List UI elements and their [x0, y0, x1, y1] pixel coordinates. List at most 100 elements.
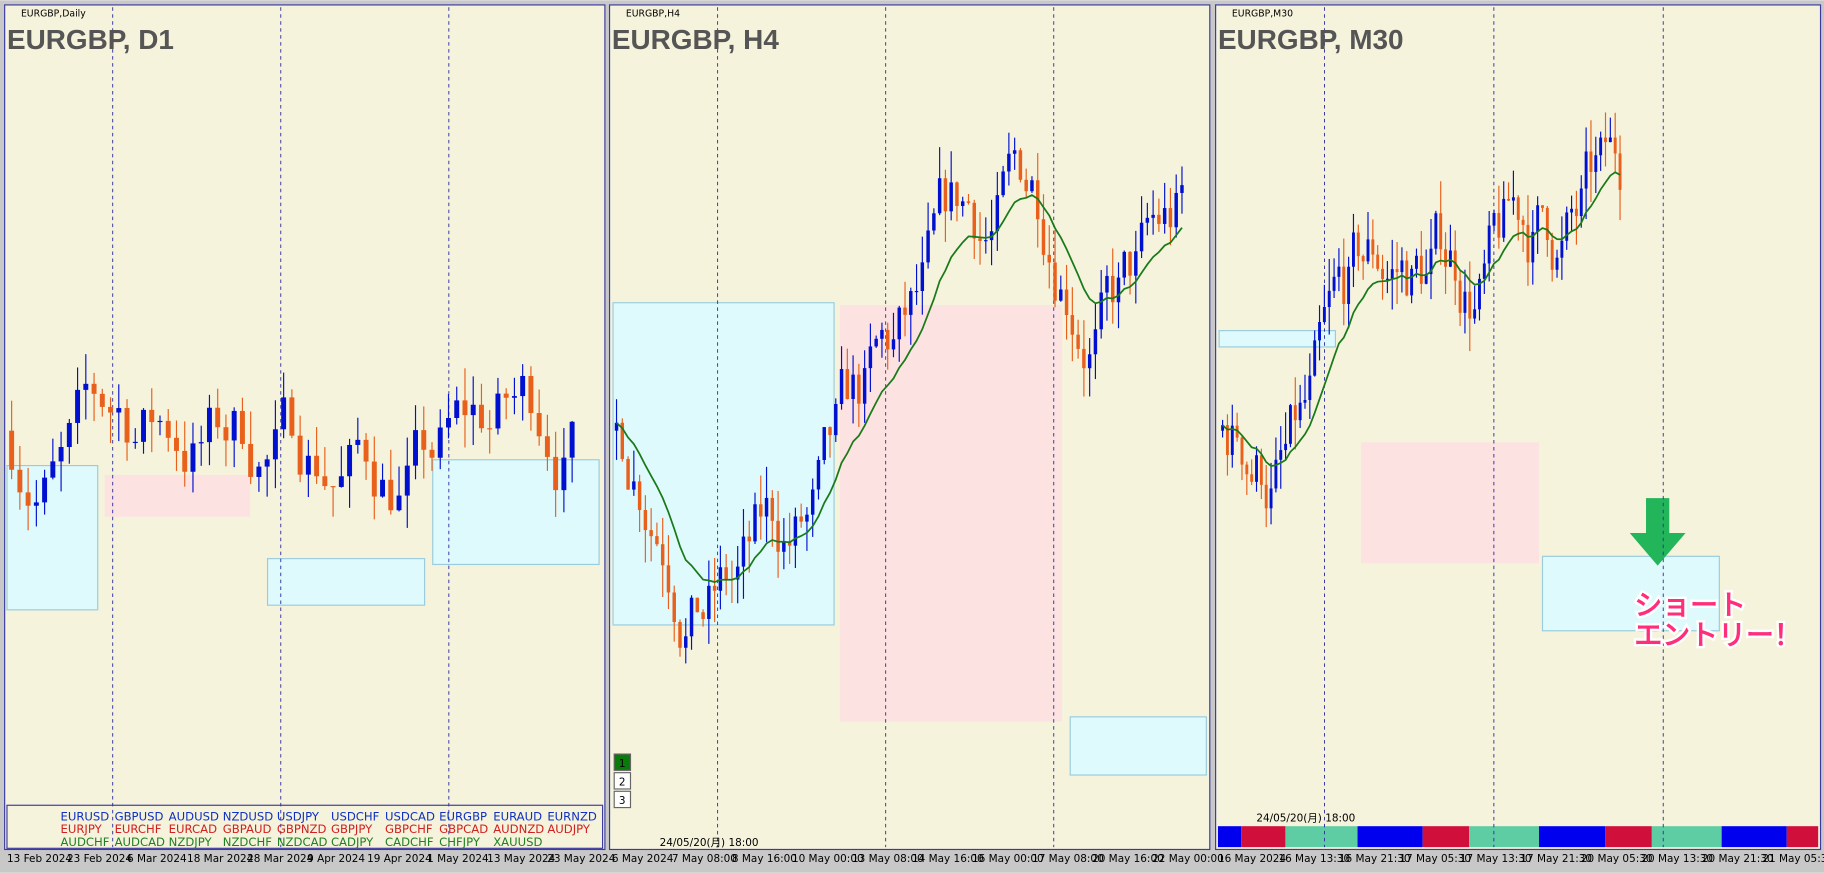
candle-body: [437, 427, 443, 458]
candle-body: [1458, 280, 1462, 313]
candle-body: [960, 201, 965, 206]
candle-body: [1076, 334, 1080, 349]
candle-body: [632, 481, 636, 490]
candle-body: [1352, 232, 1355, 267]
x-tick-label: 9 Apr 2024: [307, 853, 365, 865]
currency-link[interactable]: GBPJPY: [331, 822, 373, 836]
currency-link[interactable]: AUDUSD: [169, 809, 219, 823]
candle-body: [1618, 153, 1622, 190]
currency-link[interactable]: GBPNZD: [277, 822, 327, 836]
candle-body: [1279, 450, 1283, 460]
candle-body: [503, 393, 509, 398]
candle-body: [1516, 197, 1520, 220]
candle-body: [868, 346, 873, 369]
currency-link[interactable]: AUDNZD: [493, 822, 544, 836]
currency-link[interactable]: EURCAD: [169, 822, 217, 836]
window-title: EURGBP,Daily: [21, 9, 86, 20]
currency-link[interactable]: GBPUSD: [115, 809, 164, 823]
candle-body: [1318, 322, 1321, 341]
candle-body: [1511, 197, 1515, 201]
candle-body: [1545, 207, 1549, 241]
candle-body: [747, 536, 751, 542]
currency-link[interactable]: EURAUD: [493, 809, 542, 823]
currency-link[interactable]: EURCHF: [115, 822, 162, 836]
candle-body: [1444, 249, 1448, 267]
line-button-label[interactable]: 2: [619, 776, 626, 788]
currency-link[interactable]: AUDJPY: [547, 822, 591, 836]
currency-link[interactable]: AUDCAD: [115, 835, 165, 849]
currency-link[interactable]: GBPAUD: [223, 822, 272, 836]
currency-link[interactable]: USDCHF: [331, 809, 380, 823]
candle-body: [891, 339, 896, 350]
candle-body: [1288, 405, 1292, 444]
x-tick-label: 20 May 05:30: [1581, 853, 1653, 865]
x-tick-label: 18 Mar 2024: [187, 853, 254, 865]
candle-body: [966, 201, 971, 203]
x-tick-label: 8 May 16:00: [732, 853, 797, 865]
candle-body: [413, 430, 418, 466]
candle-body: [1536, 205, 1540, 232]
x-tick-label: 13 May 2024: [487, 853, 556, 865]
candle-body: [66, 422, 72, 447]
currency-link[interactable]: XAUUSD: [493, 835, 542, 849]
candle-body: [132, 441, 138, 444]
currency-link[interactable]: EURUSD: [60, 809, 109, 823]
candle-body: [1284, 443, 1288, 451]
candle-body: [1419, 255, 1423, 284]
currency-link[interactable]: NZDUSD: [223, 809, 273, 823]
x-tick-label: 13 Feb 2024: [7, 853, 72, 865]
currency-link[interactable]: NZDCAD: [277, 835, 328, 849]
candle-body: [33, 502, 39, 506]
candle-body: [1550, 240, 1554, 270]
panel-frame: [1215, 4, 1822, 851]
candle-body: [50, 461, 56, 478]
line-button-label[interactable]: 3: [619, 795, 626, 807]
candle-body: [903, 307, 907, 315]
annotation: ショート: [1634, 588, 1746, 621]
line-button-label[interactable]: 1: [619, 758, 626, 770]
candle-body: [764, 497, 769, 517]
candle-body: [684, 636, 688, 648]
line-button[interactable]: [613, 790, 632, 809]
x-tick-label: 6 May 2024: [612, 853, 674, 865]
candle-body: [544, 436, 550, 457]
currency-link[interactable]: EURGBP: [439, 809, 487, 823]
currency-link[interactable]: EURJPY: [60, 822, 102, 836]
candle-body: [626, 458, 630, 490]
x-tick-label: 22 May 00:00: [1152, 853, 1224, 865]
candle-body: [1269, 488, 1273, 509]
currency-link[interactable]: NZDJPY: [169, 835, 213, 849]
currency-link[interactable]: EURNZD: [547, 809, 597, 823]
candle-body: [91, 383, 97, 394]
candle-body: [1584, 151, 1588, 189]
x-tick-label: 17 May 08:00: [1032, 853, 1104, 865]
currency-link[interactable]: GBPCHF: [385, 822, 433, 836]
candle-body: [1531, 231, 1535, 263]
candle-body: [330, 486, 336, 488]
currency-link[interactable]: CADJPY: [331, 835, 374, 849]
candle-body: [1105, 275, 1109, 293]
candle-body: [478, 404, 484, 429]
currency-link[interactable]: USDCAD: [385, 809, 435, 823]
candle-body: [759, 504, 763, 517]
candle-body: [206, 407, 212, 443]
candle-body: [1134, 251, 1138, 276]
currency-link[interactable]: AUDCHF: [60, 835, 109, 849]
candle-body: [1361, 256, 1365, 262]
line-button[interactable]: [613, 753, 632, 771]
candle-body: [1371, 239, 1375, 255]
candle-body: [1453, 250, 1457, 281]
currency-link[interactable]: GBPCAD: [439, 822, 488, 836]
candle-body: [256, 466, 262, 477]
currency-link[interactable]: NZDCHF: [223, 835, 272, 849]
candle-body: [932, 213, 936, 231]
currency-link[interactable]: CHFJPY: [439, 835, 481, 849]
line-button[interactable]: [613, 772, 632, 790]
x-tick-label: 23 May 2024: [547, 853, 616, 865]
candle-body: [1059, 289, 1063, 301]
candle-body: [920, 262, 925, 292]
currency-link[interactable]: CADCHF: [385, 835, 434, 849]
currency-link[interactable]: USDJPY: [277, 809, 320, 823]
zone: [432, 459, 600, 566]
candle-body: [1264, 484, 1268, 509]
